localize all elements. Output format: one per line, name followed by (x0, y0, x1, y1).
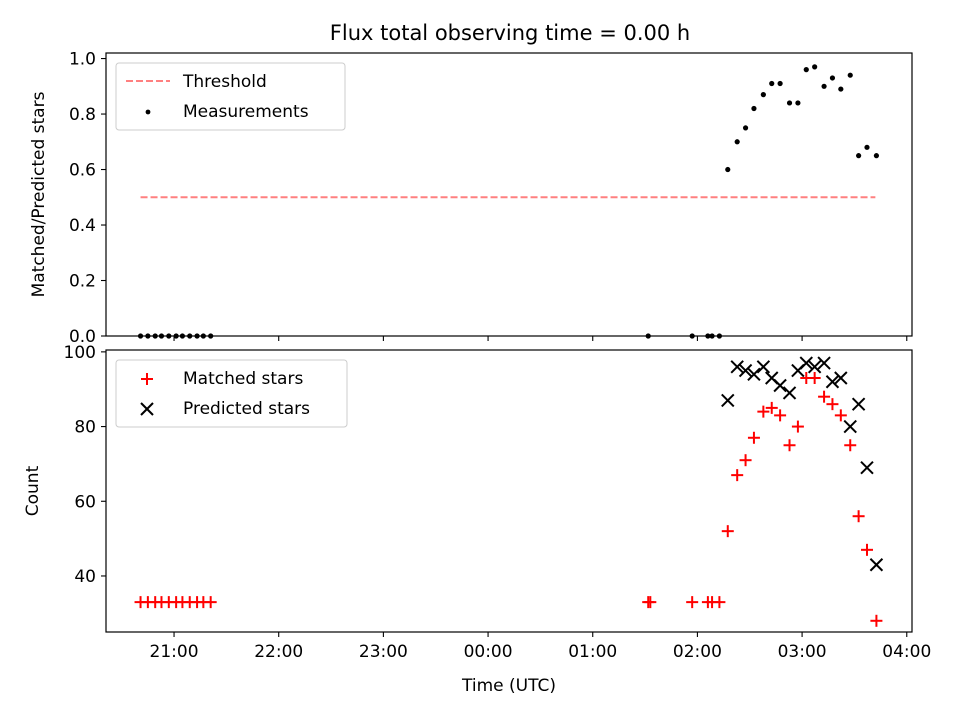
predicted-star-point (799, 356, 813, 370)
predicted-star-point (747, 367, 761, 381)
top-ytick-label: 0.8 (69, 105, 96, 125)
predicted-star-point (817, 356, 831, 370)
top-ytick-label: 1.0 (69, 50, 96, 70)
measurement-point (847, 72, 853, 78)
top-ytick-label: 0.2 (69, 272, 96, 292)
bottom-y-axis-label: Count (23, 465, 43, 516)
measurement-point (769, 80, 775, 87)
measurement-point (838, 86, 844, 92)
predicted-star-point (869, 558, 884, 572)
predicted-star-point (756, 360, 771, 374)
bottom-ytick-label: 40 (74, 567, 96, 587)
measurement-point (751, 105, 757, 112)
measurement-point (742, 125, 749, 131)
top-ytick-label: 0.4 (69, 216, 96, 236)
top-y-axis-label: Matched/Predicted stars (29, 91, 49, 297)
measurement-point (803, 67, 809, 73)
legend-threshold-label: Threshold (182, 72, 267, 92)
bottom-xtick-label: 02:00 (673, 642, 722, 662)
predicted-star-point (843, 419, 857, 434)
predicted-star-point (807, 360, 822, 374)
bottom-xtick-label: 23:00 (359, 642, 408, 662)
bottom-axes-frame (105, 349, 913, 633)
measurement-point (734, 139, 740, 145)
predicted-star-point (825, 375, 840, 389)
bottom-ytick-label: 80 (74, 418, 96, 438)
matched-star-point (783, 439, 796, 452)
matched-star-point (757, 405, 770, 418)
measurement-point (760, 92, 766, 98)
bottom-xtick-label: 04:00 (882, 642, 931, 662)
legend-measurements-label: Measurements (183, 102, 309, 122)
measurement-point (873, 153, 880, 159)
legend-matched-swatch (141, 373, 153, 385)
bottom-xtick-label: 00:00 (464, 642, 513, 662)
top-ytick-label: 0.6 (69, 161, 96, 181)
matched-star-point (774, 409, 787, 422)
matched-star-point (844, 439, 857, 452)
measurement-point (786, 100, 793, 106)
bottom-xtick-label: 21:00 (150, 642, 199, 662)
matched-star-point (721, 525, 734, 538)
matched-star-point (818, 390, 831, 403)
measurement-point (725, 166, 731, 173)
bottom-xtick-label: 01:00 (568, 642, 617, 662)
top-legend-frame (115, 62, 346, 131)
bottom-xtick-label: 22:00 (254, 642, 303, 662)
legend-predicted-swatch (140, 402, 154, 416)
chart-title: Flux total observing time = 0.00 h (330, 21, 690, 45)
top-axes-frame (105, 52, 913, 337)
matched-star-point (870, 614, 883, 627)
bottom-ytick-label: 100 (64, 343, 96, 363)
bottom-xtick-label: 03:00 (778, 642, 827, 662)
predicted-star-point (773, 378, 787, 393)
measurement-point (856, 153, 862, 159)
matched-star-point (834, 409, 847, 422)
top-panel: 0.0 0.2 0.4 0.6 0.8 1.0 Matched/Predicted sta… (29, 50, 913, 347)
matched-star-point (808, 372, 821, 385)
matched-star-point (204, 596, 217, 609)
measurement-point (821, 83, 827, 89)
measurement-point (864, 144, 870, 150)
predicted-star-point (730, 360, 744, 374)
predicted-star-point (721, 393, 735, 408)
legend-predicted-label: Predicted stars (183, 399, 310, 419)
legend-measurements-swatch (145, 109, 151, 115)
bottom-panel: 40 60 80 100 21:00 22:00 23:00 00:00 01:00 02:00… (23, 343, 931, 696)
matched-star-point (644, 596, 657, 609)
matched-star-point (791, 420, 804, 433)
matched-star-point (747, 431, 760, 444)
bottom-legend-frame (115, 359, 348, 428)
legend-matched-label: Matched stars (183, 369, 303, 389)
matched-star-point (713, 596, 726, 609)
matched-star-point (731, 469, 744, 482)
matched-star-point (765, 401, 778, 414)
matched-star-point (826, 398, 839, 411)
matched-star-point (686, 596, 699, 609)
bottom-legend: Matched stars Predicted stars (115, 359, 348, 428)
predicted-star-point (782, 386, 797, 400)
matched-star-point (860, 543, 873, 556)
measurement-point (777, 80, 783, 87)
x-axis-label: Time (UTC) (461, 676, 556, 696)
predicted-star-point (851, 397, 866, 411)
predicted-star-point (860, 460, 874, 475)
predicted-star-point (738, 363, 753, 378)
top-ytick-label: 0.0 (69, 327, 96, 347)
bottom-ytick-label: 60 (74, 492, 96, 512)
measurement-point (812, 64, 818, 70)
measurement-point (795, 100, 801, 106)
measurement-point (829, 75, 836, 81)
matched-star-point (852, 510, 865, 523)
matched-star-point (739, 454, 752, 467)
predicted-star-point (834, 371, 848, 385)
top-legend: Threshold Measurements (115, 62, 346, 131)
